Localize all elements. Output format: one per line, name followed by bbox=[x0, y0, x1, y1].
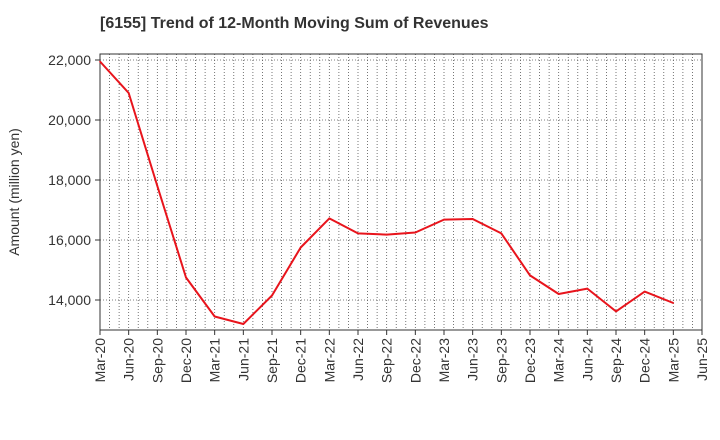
data-point bbox=[271, 294, 273, 297]
x-tick-label: Dec-23 bbox=[522, 338, 538, 383]
x-tick-label: Sep-22 bbox=[379, 338, 395, 383]
x-tick-label: Sep-23 bbox=[493, 338, 509, 383]
x-tick-label: Jun-22 bbox=[350, 338, 366, 381]
y-tick-label: 18,000 bbox=[48, 172, 91, 188]
x-tick-label: Dec-21 bbox=[293, 338, 309, 383]
x-tick-label: Mar-21 bbox=[207, 338, 223, 383]
data-point bbox=[557, 293, 560, 295]
x-tick-label: Sep-20 bbox=[149, 338, 165, 383]
x-tick-label: Sep-21 bbox=[264, 338, 280, 383]
chart-title: [6155] Trend of 12-Month Moving Sum of R… bbox=[100, 15, 489, 32]
y-tick-label: 22,000 bbox=[48, 52, 91, 68]
data-point bbox=[615, 310, 617, 313]
grid-lines bbox=[100, 54, 702, 330]
data-point bbox=[586, 287, 589, 290]
data-point bbox=[643, 290, 646, 293]
x-tick-label: Jun-25 bbox=[694, 338, 710, 381]
data-point bbox=[213, 315, 216, 318]
axes bbox=[95, 53, 703, 335]
data-point bbox=[299, 246, 302, 249]
y-tick-label: 16,000 bbox=[48, 232, 91, 248]
tick-labels: 14,000 16,000 18,000 20,000 22,000 Mar-20 Jun-… bbox=[48, 52, 710, 383]
x-tick-label: Jun-20 bbox=[121, 338, 137, 381]
data-point bbox=[242, 323, 245, 325]
data-point bbox=[672, 302, 675, 304]
data-point bbox=[99, 60, 101, 63]
data-point bbox=[500, 232, 503, 235]
x-tick-label: Sep-24 bbox=[608, 338, 624, 383]
plot-frame bbox=[99, 53, 703, 331]
data-point bbox=[328, 217, 331, 220]
x-tick-label: Dec-22 bbox=[407, 338, 423, 383]
x-tick-label: Mar-22 bbox=[321, 338, 337, 383]
x-tick-label: Mar-23 bbox=[436, 338, 452, 383]
x-tick-label: Jun-24 bbox=[579, 338, 595, 381]
data-point bbox=[385, 233, 388, 236]
data-point bbox=[471, 218, 474, 220]
y-axis-label: Amount (million yen) bbox=[6, 128, 22, 256]
x-tick-label: Mar-20 bbox=[92, 338, 108, 383]
x-tick-label: Dec-24 bbox=[637, 338, 653, 383]
data-point bbox=[357, 232, 359, 235]
x-tick-label: Jun-23 bbox=[465, 338, 481, 381]
x-tick-label: Jun-21 bbox=[235, 338, 251, 381]
x-tick-label: Dec-20 bbox=[178, 338, 194, 383]
data-point bbox=[414, 231, 417, 234]
data-point bbox=[156, 185, 159, 187]
x-tick-label: Mar-25 bbox=[665, 338, 681, 383]
y-tick-label: 14,000 bbox=[48, 292, 91, 308]
data-point bbox=[185, 276, 187, 279]
data-point bbox=[529, 274, 531, 277]
data-point bbox=[443, 218, 445, 221]
y-tick-label: 20,000 bbox=[48, 112, 91, 128]
series-layer bbox=[99, 60, 675, 325]
x-tick-label: Mar-24 bbox=[551, 338, 567, 383]
data-point bbox=[127, 92, 130, 94]
